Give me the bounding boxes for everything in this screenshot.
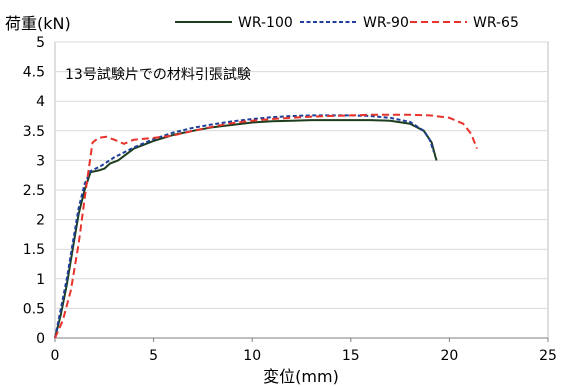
y-tick-labels: 0 0.5 1 1.5 2 2.5 3 3.5 4 4.5 5 <box>23 35 45 347</box>
y-tick-label: 1.5 <box>23 242 45 258</box>
x-tick-label: 20 <box>440 348 458 364</box>
y-tick-label: 5 <box>36 35 45 51</box>
y-tick-label: 4 <box>36 94 45 110</box>
y-tick-label: 0.5 <box>23 301 45 317</box>
y-tick-label: 2.5 <box>23 183 45 199</box>
series-lines <box>54 113 478 339</box>
series-line-wr-90 <box>54 114 435 339</box>
chart-annotation: 13号試験片での材料引張試験 <box>65 67 251 83</box>
series-line-wr-65 <box>54 113 478 339</box>
legend-label-wr-90: WR-90 <box>363 15 409 31</box>
legend: WR-100 WR-90 WR-65 <box>175 15 519 31</box>
gridlines <box>54 41 549 342</box>
y-axis-title: 荷重(kN) <box>5 14 71 33</box>
x-tick-label: 5 <box>149 348 158 364</box>
x-tick-label: 10 <box>243 348 261 364</box>
legend-label-wr-100: WR-100 <box>238 15 293 31</box>
y-tick-label: 3 <box>36 153 45 169</box>
x-tick-label: 0 <box>51 348 60 364</box>
y-tick-label: 4.5 <box>23 65 45 81</box>
x-tick-label: 15 <box>342 348 360 364</box>
y-tick-label: 3.5 <box>23 124 45 140</box>
x-tick-labels: 0 5 10 15 20 25 <box>51 348 557 364</box>
y-tick-label: 0 <box>36 331 45 347</box>
legend-label-wr-65: WR-65 <box>473 15 519 31</box>
y-tick-label: 1 <box>36 272 45 288</box>
y-tick-label: 2 <box>36 213 45 229</box>
x-axis-title: 変位(mm) <box>263 367 339 386</box>
x-tick-label: 25 <box>539 348 557 364</box>
